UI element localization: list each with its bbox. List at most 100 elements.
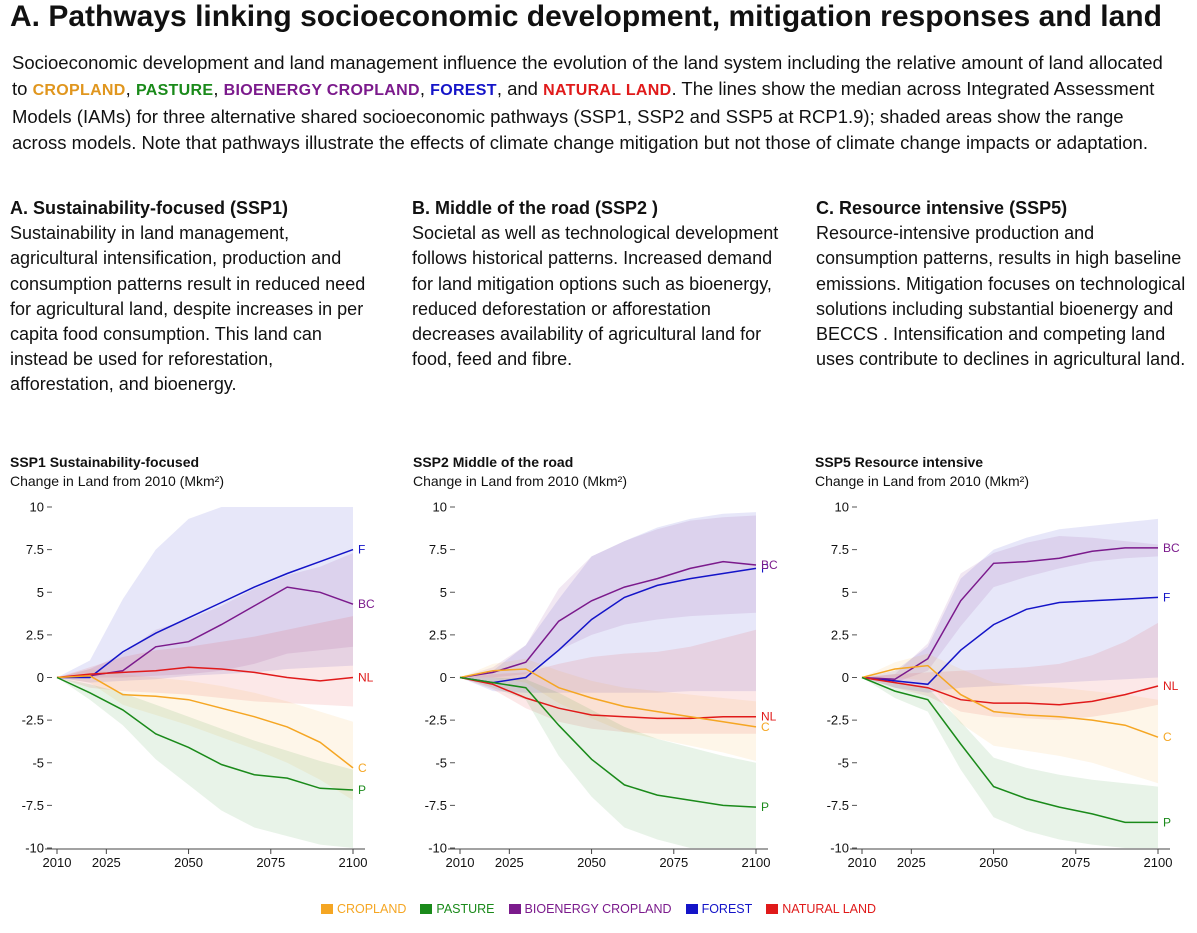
y-tick-label: -7.5	[22, 798, 44, 813]
x-tick-label: 2050	[577, 855, 606, 870]
forest-range-band	[862, 518, 1158, 693]
intro-sep-1: ,	[125, 78, 136, 99]
y-tick-label: -10	[830, 841, 849, 856]
intro-text-1: Socioeconomic development and land manag…	[12, 52, 1163, 99]
x-tick-label: 2050	[979, 855, 1008, 870]
cropland-range-band	[460, 658, 756, 761]
forest-end-label: F	[358, 543, 365, 557]
chart-title: SSP1 Sustainability-focused	[10, 454, 200, 470]
bioenergy-range-band	[862, 536, 1158, 683]
natural-median-line	[56, 666, 354, 682]
legend-item-natural-land: NATURAL LAND	[766, 902, 876, 916]
cropland-median-line	[459, 668, 757, 728]
bioenergy-median-line	[861, 547, 1158, 680]
forest-median-line	[861, 596, 1159, 686]
y-tick-label: 5	[842, 585, 849, 600]
median-lines	[459, 560, 757, 808]
y-tick-label: 0	[842, 670, 849, 685]
y-tick-label: 0	[37, 670, 44, 685]
page-title: A. Pathways linking socioeconomic develo…	[10, 0, 1162, 33]
bioenergy-range-band	[460, 515, 756, 678]
bioenergy-median-line	[459, 560, 757, 679]
cropland-range-band	[57, 669, 353, 801]
y-tick-label: 10	[433, 500, 447, 515]
chart-ylabel: Change in Land from 2010 (Mkm²)	[815, 473, 1029, 489]
chart-ssp1: SSP1 Sustainability-focused Change in La…	[10, 454, 390, 874]
pasture-median-line	[459, 676, 757, 808]
pasture-range-band	[57, 677, 353, 848]
median-lines	[56, 548, 354, 791]
x-tick-label: 2100	[742, 855, 771, 870]
forest-median-line	[459, 567, 757, 684]
keyword-bioenergy: BIOENERGY CROPLAND	[223, 82, 420, 99]
legend-item-forest: FOREST	[685, 902, 753, 916]
cropland-end-label: C	[1163, 730, 1172, 744]
pasture-range-band	[862, 677, 1158, 848]
pasture-range-band	[460, 677, 756, 848]
legend-swatch	[420, 904, 433, 914]
pasture-end-label: P	[358, 783, 366, 797]
legend-swatch	[508, 904, 521, 914]
cropland-median-line	[56, 675, 354, 769]
column-heading: A. Sustainability-focused (SSP1)	[10, 198, 289, 218]
y-tick-label: -5	[837, 755, 849, 770]
legend-item-pasture: PASTURE	[420, 902, 495, 916]
y-tick-label: 5	[37, 585, 44, 600]
cropland-range-band	[862, 653, 1158, 784]
keyword-cropland: CROPLAND	[32, 82, 126, 99]
y-tick-label: 10	[30, 500, 44, 515]
cropland-median-line	[861, 664, 1159, 738]
chart-ylabel: Change in Land from 2010 (Mkm²)	[413, 473, 627, 489]
legend-label: FOREST	[701, 902, 753, 916]
chart-legend: CROPLAND PASTURE BIOENERGY CROPLAND FORE…	[0, 902, 1197, 916]
x-tick-label: 2025	[495, 855, 524, 870]
y-tick-label: 2.5	[429, 627, 447, 642]
chart-ylabel: Change in Land from 2010 (Mkm²)	[10, 473, 224, 489]
keyword-natural-land: NATURAL LAND	[543, 82, 672, 99]
range-bands	[460, 512, 756, 848]
natural-range-band	[862, 622, 1158, 721]
y-tick-label: -2.5	[827, 713, 849, 728]
y-tick-label: -7.5	[827, 798, 849, 813]
y-tick-label: 2.5	[26, 627, 44, 642]
y-tick-label: -2.5	[22, 713, 44, 728]
pasture-median-line	[56, 676, 354, 791]
intro-paragraph: Socioeconomic development and land manag…	[12, 50, 1182, 156]
x-tick-label: 2075	[659, 855, 688, 870]
chart-ssp2: SSP2 Middle of the road Change in Land f…	[413, 454, 793, 874]
y-tick-label: -5	[32, 755, 44, 770]
intro-sep-2: ,	[213, 78, 224, 99]
legend-swatch	[320, 904, 333, 914]
legend-swatch	[766, 904, 779, 914]
cropland-end-label: C	[761, 720, 770, 734]
column-ssp5: C. Resource intensive (SSP5) Resource-in…	[816, 196, 1186, 372]
intro-sep-3: ,	[419, 78, 431, 99]
bioenergy-end-label: BC	[761, 558, 778, 572]
pasture-end-label: P	[761, 800, 769, 814]
forest-end-label: F	[761, 561, 768, 575]
legend-label: CROPLAND	[336, 902, 407, 916]
natural-median-line	[861, 676, 1159, 706]
x-tick-label: 2075	[256, 855, 285, 870]
y-tick-label: 7.5	[429, 542, 447, 557]
y-tick-label: -5	[435, 755, 447, 770]
y-tick-label: 2.5	[831, 627, 849, 642]
y-tick-label: -10	[25, 841, 44, 856]
x-tick-label: 2025	[92, 855, 121, 870]
x-tick-label: 2025	[897, 855, 926, 870]
median-lines	[861, 547, 1159, 824]
y-tick-label: -10	[428, 841, 447, 856]
pasture-median-line	[861, 676, 1158, 824]
legend-label: BIOENERGY CROPLAND	[524, 902, 672, 916]
legend-label: PASTURE	[436, 902, 495, 916]
natural-end-label: NL	[358, 671, 374, 685]
natural-end-label: NL	[761, 710, 777, 724]
x-tick-label: 2050	[174, 855, 203, 870]
legend-swatch	[685, 904, 698, 914]
column-ssp1: A. Sustainability-focused (SSP1) Sustain…	[10, 196, 380, 398]
column-body: Societal as well as technological develo…	[412, 223, 779, 370]
forest-range-band	[57, 507, 353, 683]
